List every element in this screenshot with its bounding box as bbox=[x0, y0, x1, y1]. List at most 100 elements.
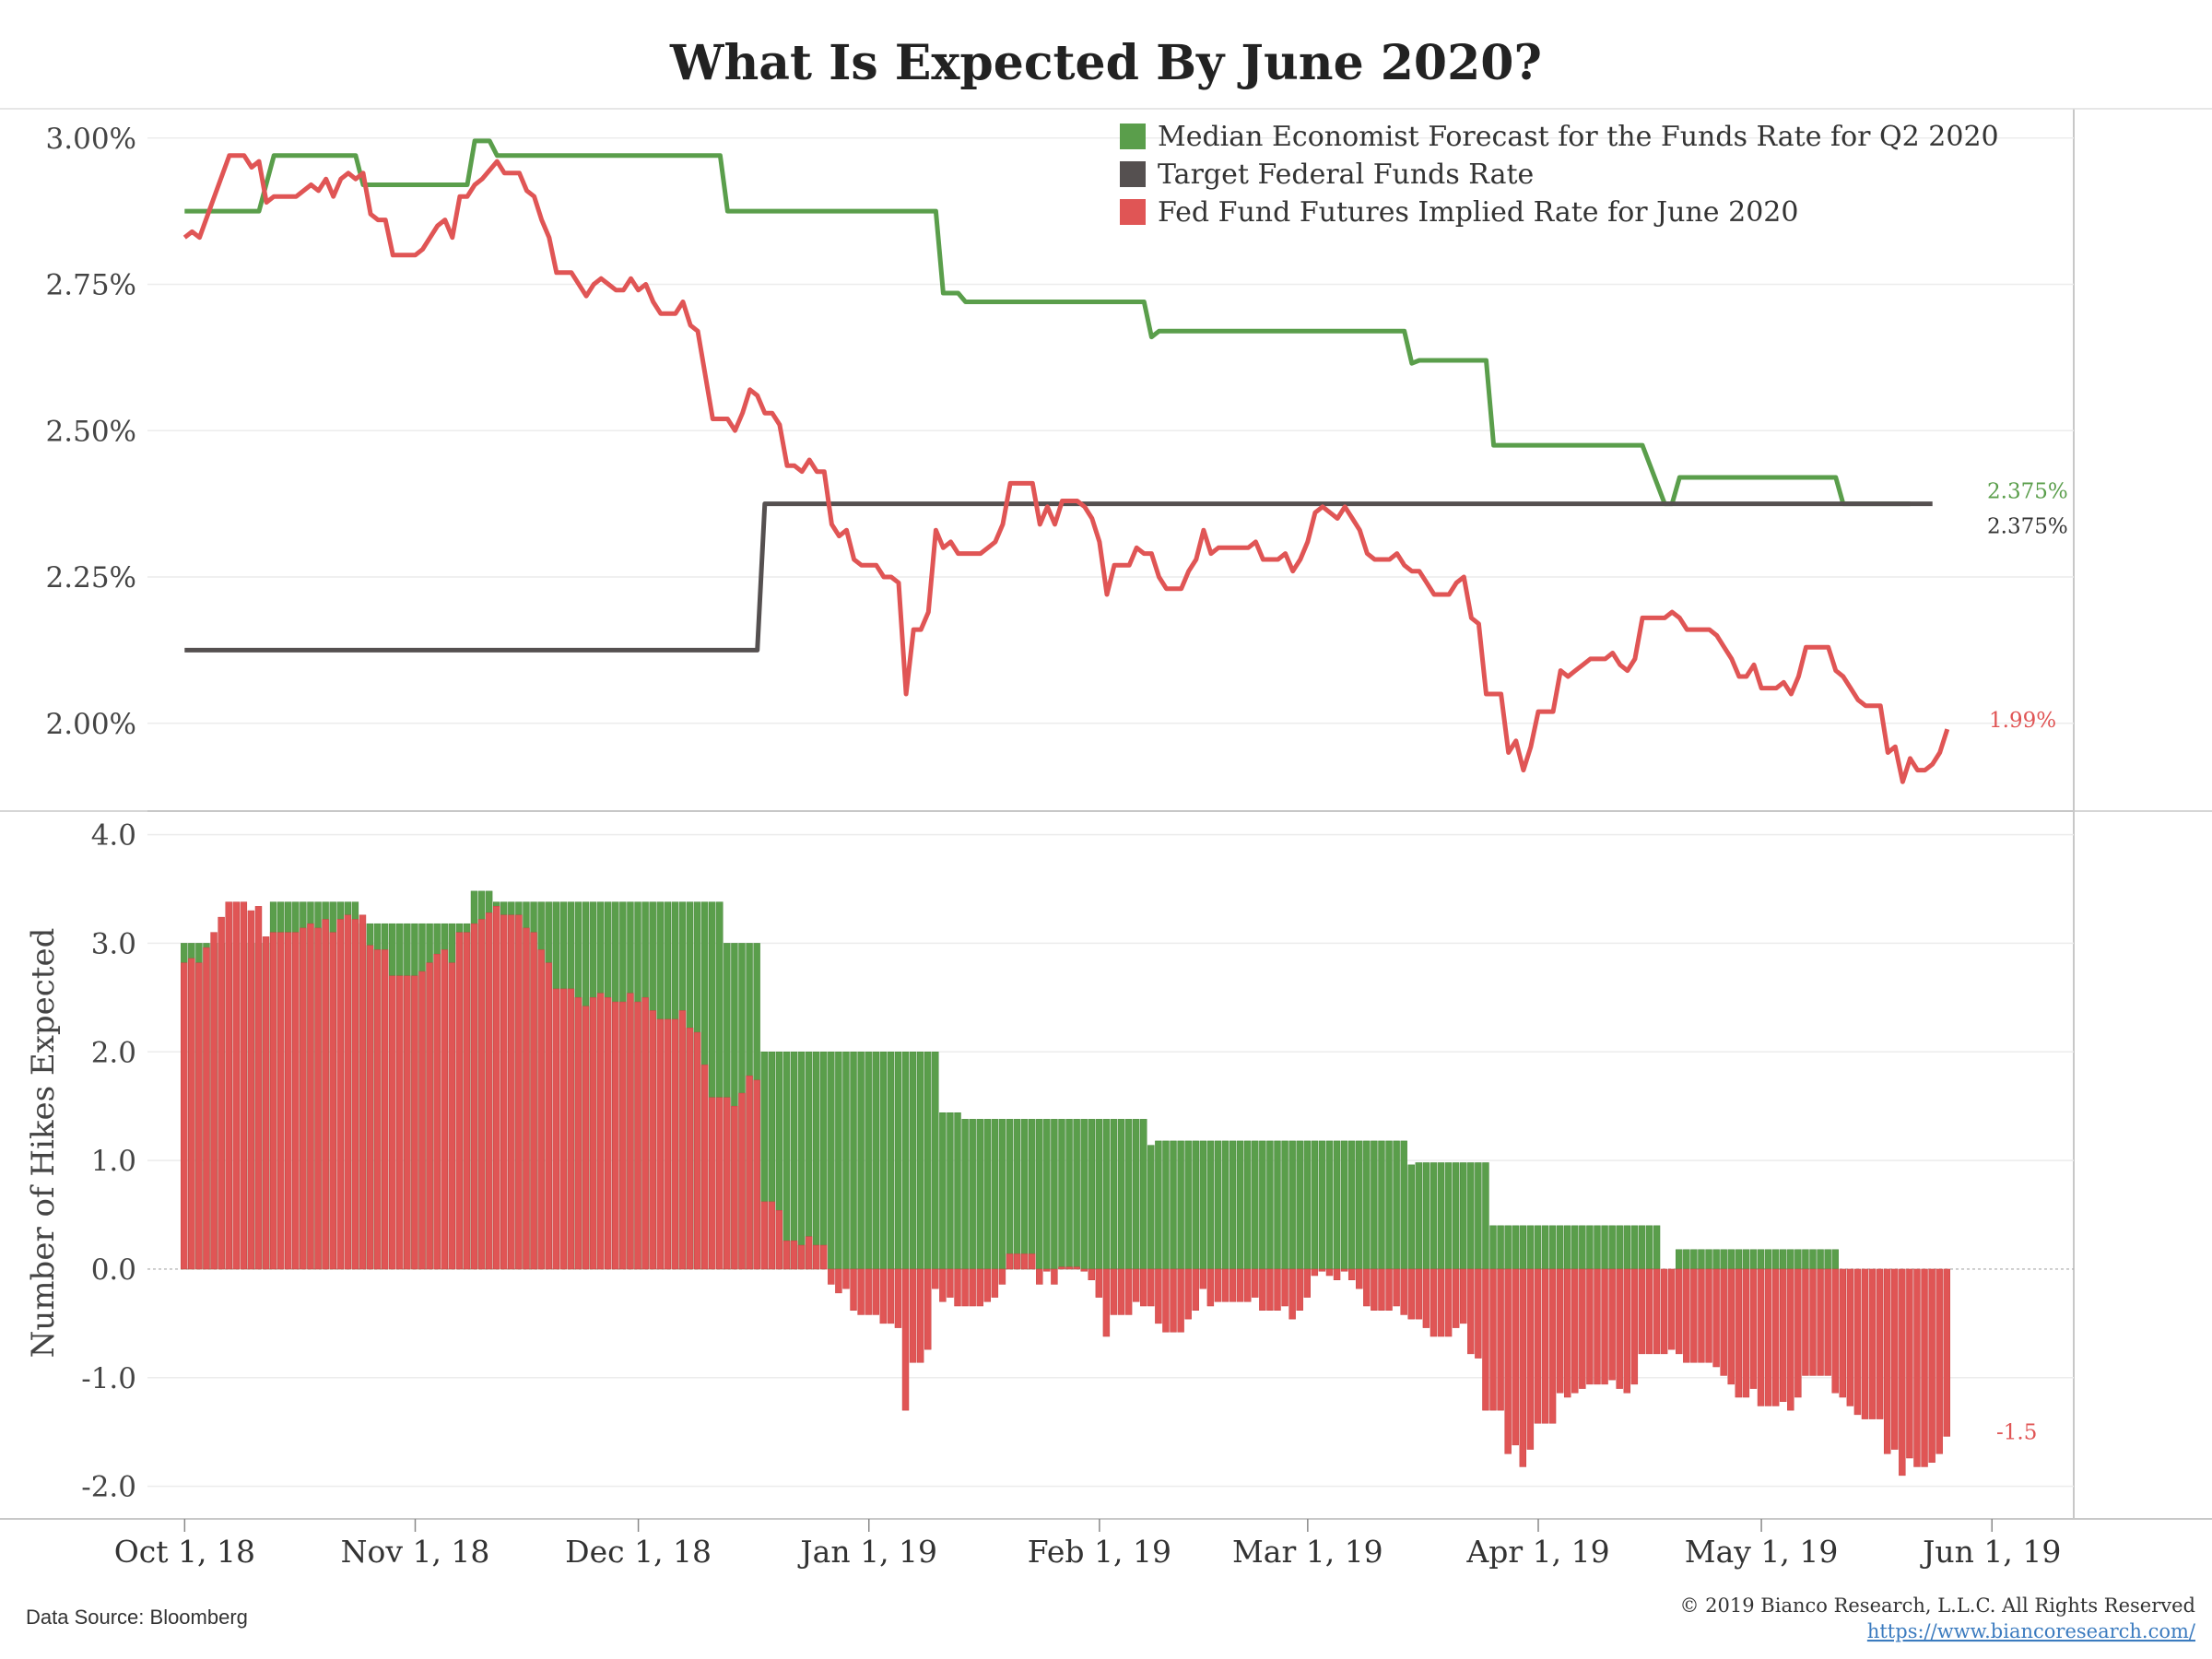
futures-hike-bar bbox=[1831, 1268, 1839, 1394]
futures-hike-bar bbox=[411, 975, 418, 1270]
forecast-hike-bar bbox=[872, 1052, 879, 1270]
futures-hike-bar bbox=[1147, 1268, 1155, 1307]
futures-hike-bar bbox=[1266, 1268, 1274, 1311]
target-rate-line bbox=[184, 501, 1933, 653]
forecast-hike-bar bbox=[894, 1052, 902, 1270]
forecast-hike-bar bbox=[1690, 1249, 1698, 1270]
forecast-hike-bar bbox=[1497, 1225, 1504, 1270]
forecast-hike-bar bbox=[1571, 1225, 1579, 1270]
futures-hike-bar bbox=[1155, 1268, 1162, 1324]
series-end-label: 2.375% bbox=[1987, 480, 2068, 504]
futures-hike-bar bbox=[1363, 1268, 1371, 1307]
forecast-hike-bar bbox=[1095, 1119, 1103, 1270]
futures-hike-bar bbox=[1444, 1268, 1453, 1337]
forecast-hike-bar bbox=[1244, 1140, 1252, 1270]
futures-hike-bar bbox=[589, 997, 597, 1270]
futures-hike-bar bbox=[1853, 1268, 1862, 1416]
futures-hike-bar bbox=[477, 919, 486, 1270]
futures-hike-bar bbox=[1467, 1268, 1475, 1355]
futures-hike-bar bbox=[1653, 1268, 1661, 1355]
futures-hike-bar bbox=[1667, 1268, 1676, 1350]
futures-hike-bar bbox=[322, 919, 329, 1270]
futures-hike-bar bbox=[1199, 1268, 1207, 1289]
futures-hike-bar bbox=[619, 1001, 627, 1270]
futures-hike-bar bbox=[269, 932, 277, 1270]
futures-hike-bar bbox=[1013, 1253, 1021, 1270]
y-tick-label: 2.0 bbox=[91, 1036, 136, 1069]
futures-hike-bar bbox=[1296, 1268, 1303, 1311]
futures-hike-bar bbox=[530, 932, 537, 1270]
futures-hike-bar bbox=[1534, 1268, 1542, 1424]
website-link[interactable]: https://www.biancoresearch.com/ bbox=[1867, 1620, 2196, 1642]
forecast-hike-bar bbox=[1579, 1225, 1586, 1270]
futures-hike-bar bbox=[1660, 1268, 1668, 1355]
futures-hike-bar bbox=[232, 901, 240, 1270]
futures-hike-bar bbox=[373, 949, 382, 1270]
forecast-hike-bar bbox=[1727, 1249, 1735, 1270]
forecast-hike-bar bbox=[1831, 1249, 1839, 1270]
futures-hike-bar bbox=[1563, 1268, 1571, 1398]
futures-hike-bar bbox=[1400, 1268, 1407, 1315]
y-tick-label: 3.00% bbox=[46, 123, 136, 156]
futures-hike-bar bbox=[418, 971, 426, 1270]
forecast-hike-bar bbox=[1318, 1140, 1326, 1270]
futures-hike-bar bbox=[678, 1010, 687, 1270]
forecast-hike-bar bbox=[1630, 1225, 1639, 1270]
forecast-hike-bar bbox=[1043, 1119, 1051, 1270]
futures-hike-bar bbox=[1556, 1268, 1564, 1394]
futures-hike-bar bbox=[1906, 1268, 1913, 1459]
hikes-bars bbox=[181, 890, 1950, 1477]
data-source: Data Source: Bloomberg bbox=[26, 1606, 248, 1629]
forecast-hike-bar bbox=[1170, 1140, 1177, 1270]
futures-hike-bar bbox=[768, 1201, 775, 1270]
futures-hike-bar bbox=[523, 927, 530, 1270]
forecast-hike-bar bbox=[1415, 1162, 1423, 1270]
futures-hike-bar bbox=[1371, 1268, 1378, 1311]
futures-hike-bar bbox=[1073, 1266, 1080, 1270]
futures-hike-bar bbox=[1051, 1268, 1058, 1285]
futures-hike-bar bbox=[188, 958, 195, 1270]
futures-hike-bar bbox=[485, 912, 493, 1270]
forecast-hike-bar bbox=[1482, 1162, 1489, 1270]
forecast-hike-bar bbox=[1645, 1225, 1653, 1270]
futures-hike-bar bbox=[1794, 1268, 1802, 1398]
forecast-hike-bar bbox=[1638, 1225, 1646, 1270]
futures-hike-bar bbox=[1140, 1268, 1147, 1307]
legend-swatch bbox=[1120, 199, 1146, 225]
forecast-hike-bar bbox=[1460, 1162, 1467, 1270]
futures-hike-bar bbox=[790, 1241, 798, 1270]
futures-hike-bar bbox=[916, 1268, 924, 1363]
x-tick-label: Oct 1, 18 bbox=[114, 1534, 255, 1570]
futures-hike-bar bbox=[441, 949, 448, 1270]
forecast-hike-bar bbox=[1051, 1119, 1058, 1270]
futures-hike-bar bbox=[359, 914, 367, 1270]
series-end-label: 2.375% bbox=[1987, 515, 2068, 539]
futures-hike-bar bbox=[1452, 1268, 1460, 1328]
futures-hike-bar bbox=[559, 988, 568, 1270]
x-tick-label: Dec 1, 18 bbox=[565, 1534, 712, 1570]
forecast-hike-bar bbox=[1229, 1140, 1237, 1270]
futures-hike-bar bbox=[262, 936, 270, 1270]
futures-hike-bar bbox=[1742, 1268, 1750, 1398]
forecast-hike-bar bbox=[812, 1052, 820, 1270]
futures-hike-bar bbox=[1460, 1268, 1467, 1324]
futures-hike-bar bbox=[1177, 1268, 1184, 1333]
y-axis-label-hikes: Number of Hikes Expected bbox=[25, 928, 62, 1359]
futures-hike-bar bbox=[596, 993, 605, 1270]
futures-hike-bar bbox=[247, 910, 255, 1270]
futures-hike-bar bbox=[1192, 1268, 1199, 1311]
futures-hike-bar bbox=[1497, 1268, 1504, 1411]
futures-hike-bar bbox=[1214, 1268, 1222, 1302]
futures-hike-bar bbox=[664, 1018, 672, 1270]
futures-hike-bar bbox=[865, 1268, 872, 1315]
forecast-hike-bar bbox=[1676, 1249, 1683, 1270]
futures-hike-bar bbox=[1876, 1268, 1884, 1419]
futures-hike-bar bbox=[649, 1010, 656, 1270]
forecast-hike-bar bbox=[887, 1052, 895, 1270]
futures-hike-bar bbox=[1616, 1268, 1623, 1389]
forecast-hike-bar bbox=[1526, 1225, 1535, 1270]
futures-hike-bar bbox=[1325, 1268, 1334, 1277]
y-tick-label: 2.00% bbox=[46, 708, 136, 741]
forecast-hike-bar bbox=[1452, 1162, 1460, 1270]
futures-hike-bar bbox=[381, 949, 389, 1270]
